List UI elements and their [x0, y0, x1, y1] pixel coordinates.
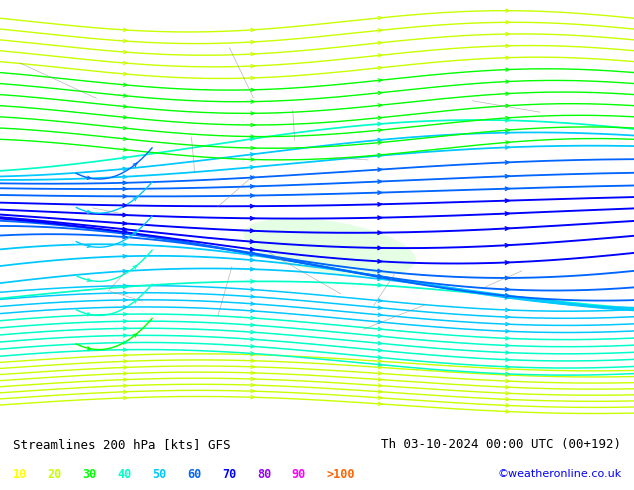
Text: Th 03-10-2024 00:00 UTC (00+192): Th 03-10-2024 00:00 UTC (00+192): [381, 438, 621, 451]
Ellipse shape: [243, 218, 416, 276]
Text: >100: >100: [327, 467, 355, 481]
Text: 50: 50: [152, 467, 166, 481]
Text: 30: 30: [82, 467, 96, 481]
Text: Streamlines 200 hPa [kts] GFS: Streamlines 200 hPa [kts] GFS: [13, 438, 230, 451]
Text: 40: 40: [117, 467, 131, 481]
Text: 70: 70: [222, 467, 236, 481]
Text: 10: 10: [13, 467, 27, 481]
Text: 80: 80: [257, 467, 271, 481]
Text: 20: 20: [48, 467, 61, 481]
Text: 60: 60: [187, 467, 201, 481]
Text: ©weatheronline.co.uk: ©weatheronline.co.uk: [497, 469, 621, 479]
Text: 90: 90: [292, 467, 306, 481]
